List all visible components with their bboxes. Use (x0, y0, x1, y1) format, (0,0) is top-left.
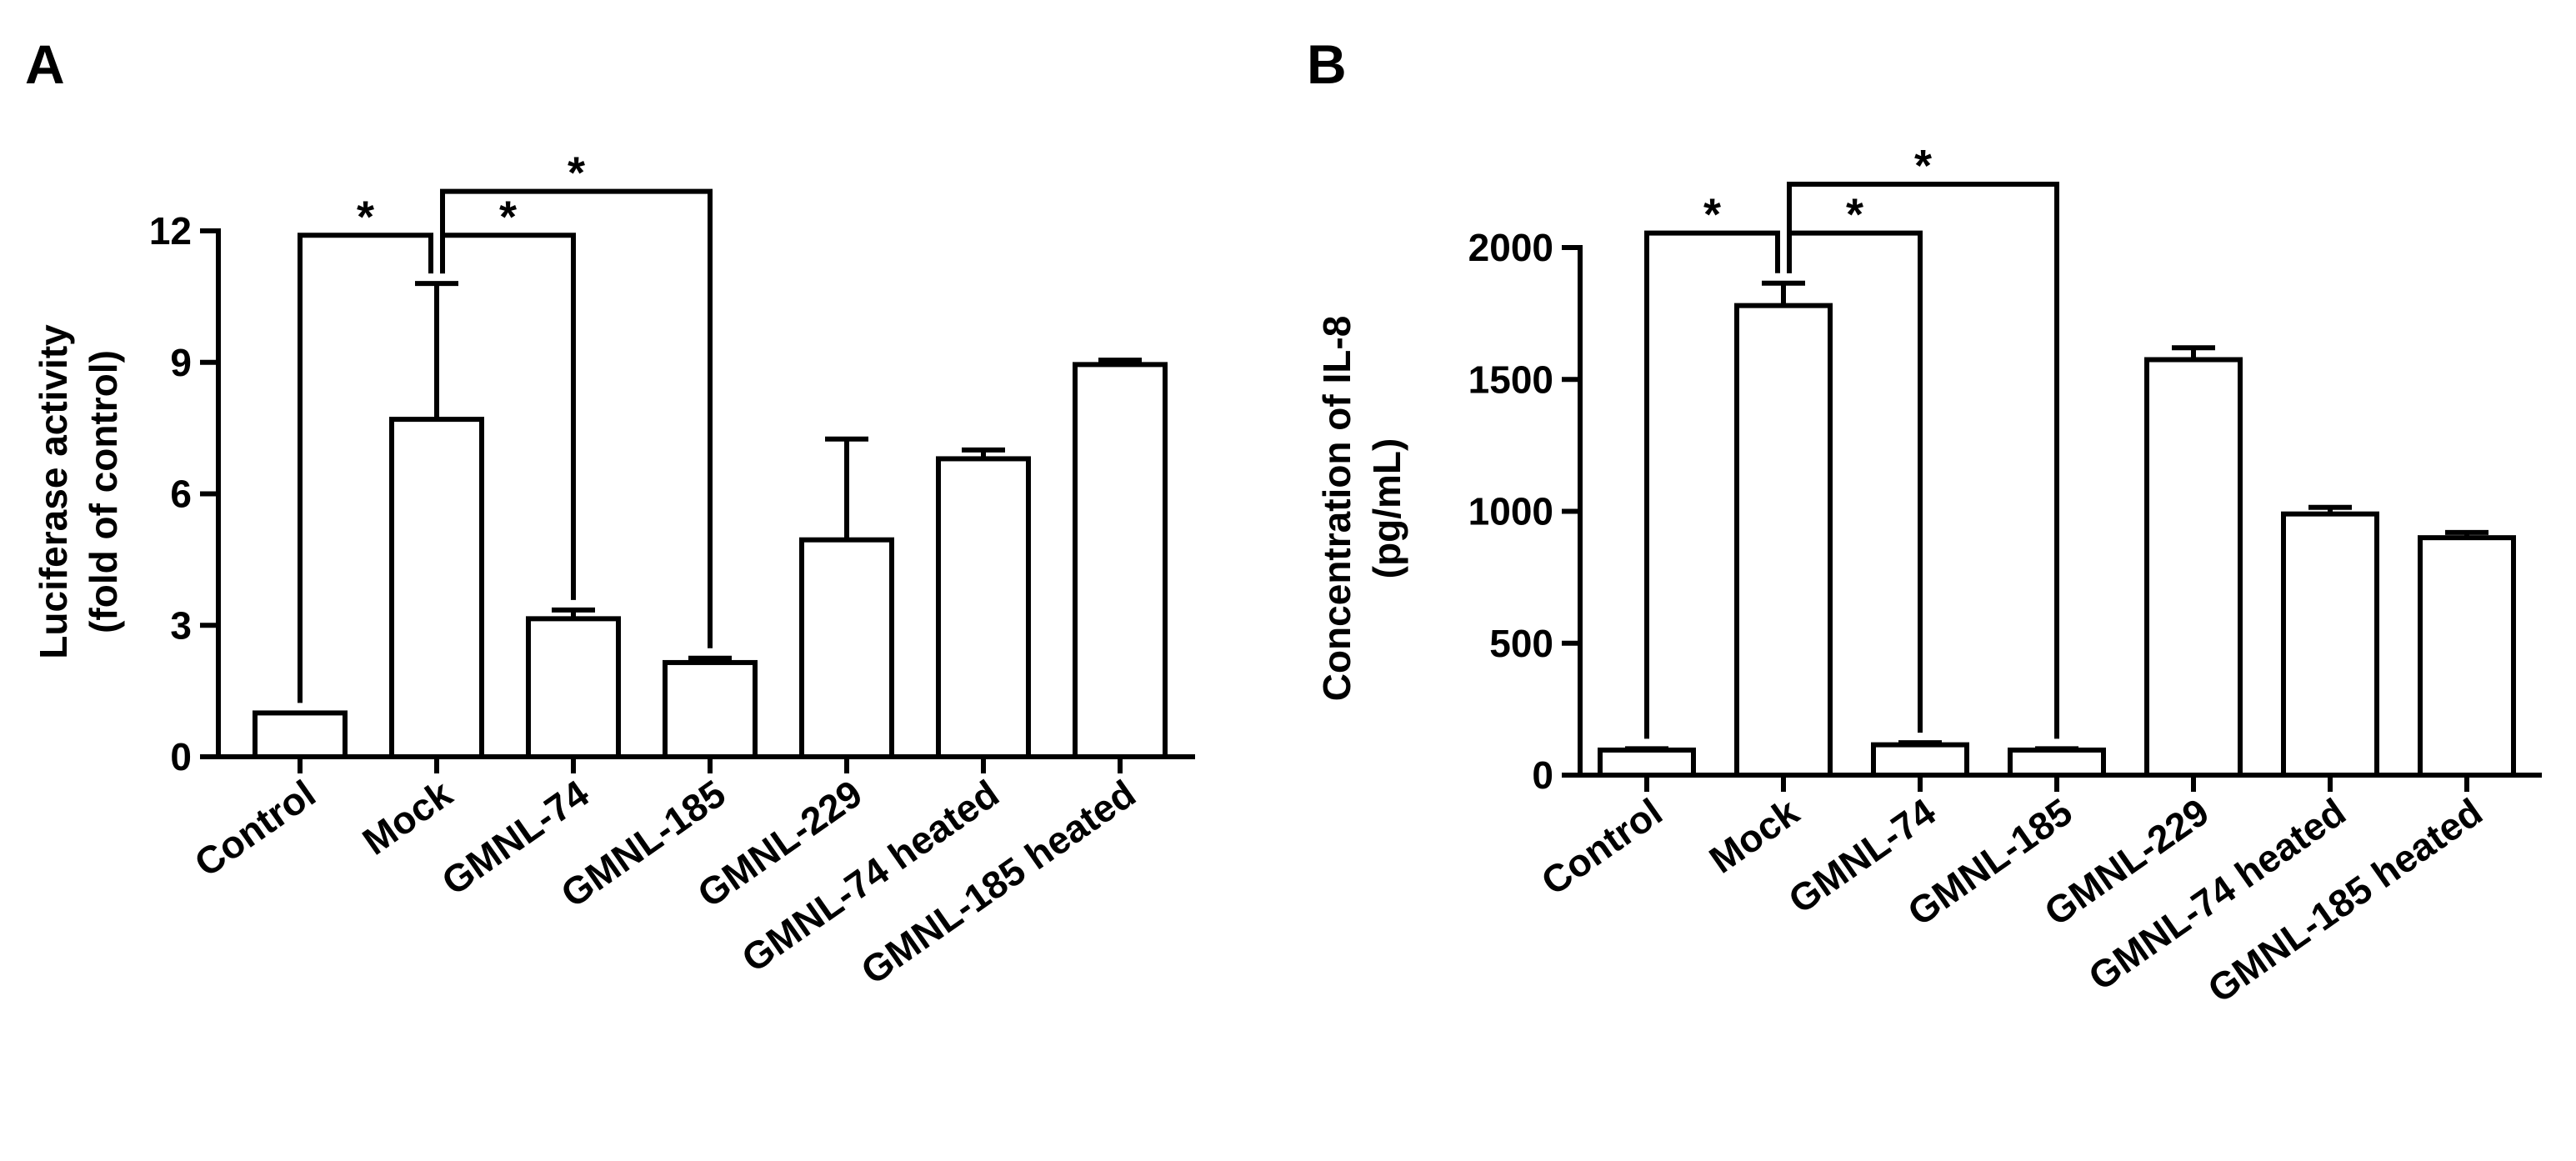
panel-a-y-axis-title-line1: Luciferase activity (32, 324, 75, 659)
panel-a-y-tick-label: 6 (170, 473, 192, 516)
panel-b-y-tick-label: 1000 (1468, 490, 1553, 533)
panel-b-significance-star: * (1846, 190, 1863, 240)
panel-b-y-tick-label: 1500 (1468, 358, 1553, 401)
panel-a-bar (389, 417, 484, 759)
panel-b-significance-bracket (1787, 182, 2059, 739)
panel-b-bar (2281, 511, 2379, 778)
panel-b: B Concentration of IL-8 (pg/mL) 0 500 1000… (1307, 33, 2542, 1011)
panel-b-y-axis-title-line1: Concentration of IL-8 (1315, 316, 1358, 702)
panel-b-bar (1871, 742, 1969, 778)
panel-a-x-tick-label: Control (187, 772, 323, 885)
panel-b-y-tick-label: 2000 (1468, 226, 1553, 269)
panel-a-bar (526, 616, 621, 759)
panel-a-bar (936, 456, 1031, 760)
panel-b-significance-bracket (1644, 230, 1780, 739)
panel-a: A Luciferase activity (fold of control) … (25, 33, 1195, 993)
panel-a-bar (1073, 362, 1168, 759)
panel-a-significance-star: * (357, 192, 374, 242)
panel-a-significance-bracket (298, 233, 433, 703)
panel-b-bar (1598, 747, 1696, 778)
panel-b-significance-star: * (1914, 141, 1932, 191)
panel-a-significance-star: * (568, 148, 585, 198)
panel-b-y-tick-label: 0 (1532, 753, 1553, 797)
panel-a-bar (253, 710, 348, 760)
panel-a-y-axis-title-line2: (fold of control) (82, 350, 125, 633)
panel-a-significance-bracket (440, 188, 713, 648)
panel-a-y-tick-label: 9 (170, 341, 192, 384)
panel-a-y-tick-label: 3 (170, 603, 192, 647)
panel-b-bar (2144, 357, 2243, 778)
panel-a-letter: A (25, 33, 65, 95)
panel-b-x-tick-label: Control (1533, 790, 1670, 903)
panel-a-y-tick-label: 0 (170, 735, 192, 778)
panel-a-bar (799, 537, 894, 760)
panel-a-x-tick-label: Mock (355, 771, 460, 863)
panel-b-significance-star: * (1703, 190, 1721, 240)
panel-a-bar (663, 659, 758, 760)
panel-b-letter: B (1307, 33, 1347, 95)
panel-a-significance-star: * (499, 192, 517, 242)
panel-b-x-tick-label: Mock (1702, 789, 1807, 881)
panel-b-bar (2008, 747, 2106, 778)
panel-b-bar (1734, 303, 1833, 778)
panel-b-bar (2418, 535, 2516, 778)
panel-b-y-axis-title-line2: (pg/mL) (1365, 438, 1408, 579)
panel-b-y-tick-label: 500 (1489, 622, 1553, 665)
panel-a-y-tick-label: 12 (149, 209, 192, 253)
